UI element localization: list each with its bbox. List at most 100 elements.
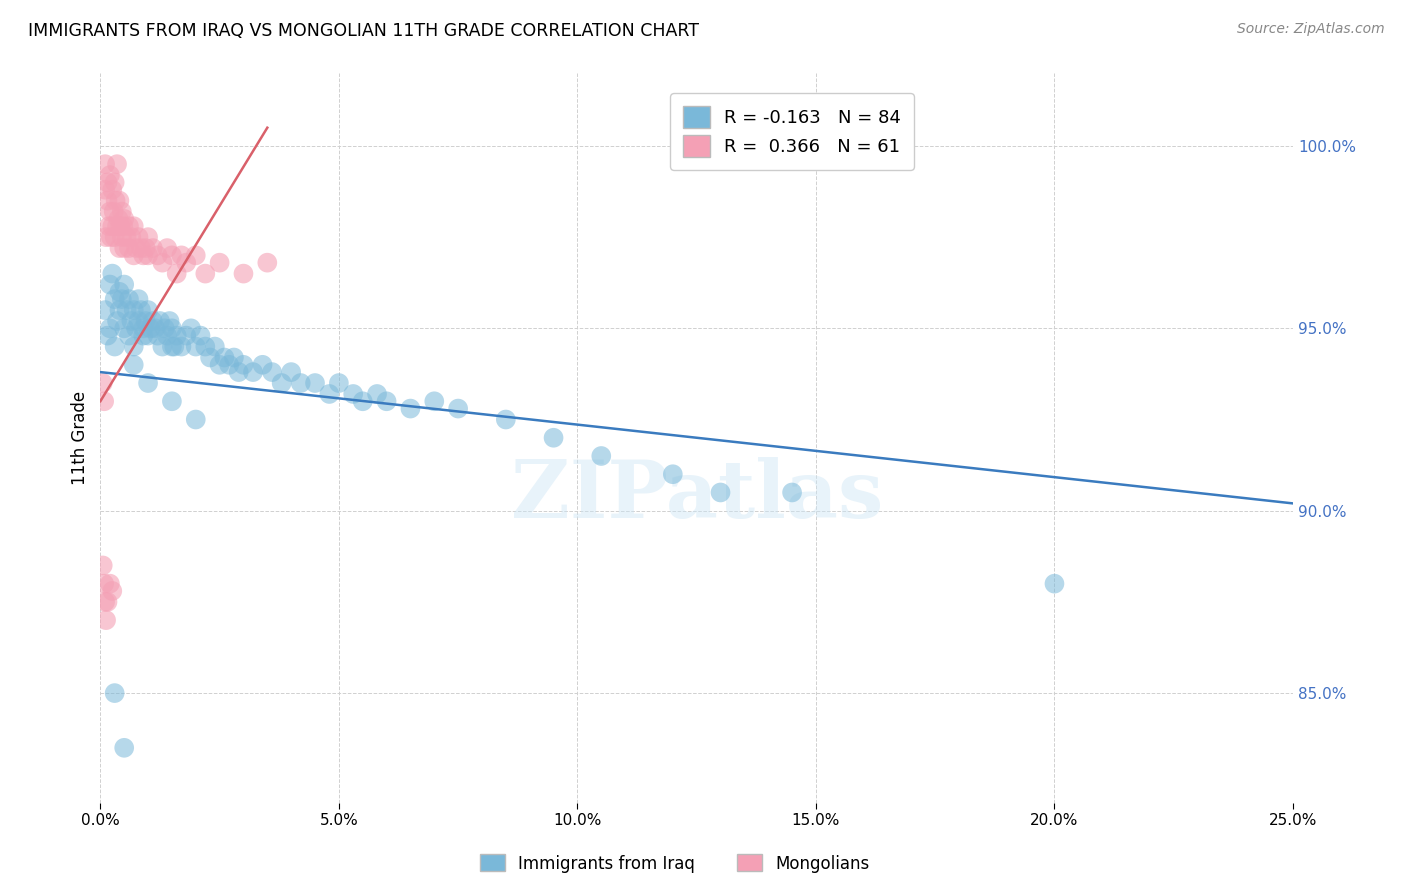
Point: [129, 241, 152, 255]
Point: [170, 340, 193, 354]
Point: [208, 358, 231, 372]
Point: [118, 219, 141, 234]
Point: [208, 255, 231, 269]
Point: [94, 230, 117, 244]
Point: [262, 365, 284, 379]
Point: [170, 248, 193, 262]
Point: [104, 230, 127, 244]
Point: [228, 365, 250, 379]
Point: [156, 241, 179, 255]
Point: [132, 321, 155, 335]
Point: [214, 351, 236, 365]
Point: [150, 255, 173, 269]
Point: [91, 376, 114, 390]
Point: [366, 387, 388, 401]
Point: [94, 303, 117, 318]
Point: [136, 230, 159, 244]
Point: [111, 204, 134, 219]
Point: [132, 328, 155, 343]
Point: [591, 449, 613, 463]
Point: [104, 686, 127, 700]
Point: [108, 303, 131, 318]
Point: [142, 241, 165, 255]
Point: [146, 328, 169, 343]
Point: [103, 204, 125, 219]
Point: [118, 292, 141, 306]
Point: [101, 584, 124, 599]
Point: [662, 467, 685, 482]
Point: [112, 219, 135, 234]
Point: [96, 595, 118, 609]
Point: [98, 321, 121, 335]
Point: [128, 292, 150, 306]
Point: [115, 230, 138, 244]
Point: [166, 267, 188, 281]
Point: [149, 314, 172, 328]
Point: [128, 230, 150, 244]
Point: [198, 351, 221, 365]
Point: [342, 387, 364, 401]
Point: [115, 303, 138, 318]
Point: [447, 401, 470, 416]
Point: [108, 241, 131, 255]
Point: [180, 321, 202, 335]
Point: [242, 365, 264, 379]
Point: [218, 358, 240, 372]
Point: [105, 157, 128, 171]
Point: [174, 255, 197, 269]
Point: [111, 230, 134, 244]
Point: [136, 328, 159, 343]
Point: [1043, 576, 1066, 591]
Point: [780, 485, 803, 500]
Point: [136, 303, 159, 318]
Point: [112, 277, 135, 292]
Point: [160, 248, 183, 262]
Point: [105, 219, 128, 234]
Point: [352, 394, 374, 409]
Point: [232, 358, 254, 372]
Text: IMMIGRANTS FROM IRAQ VS MONGOLIAN 11TH GRADE CORRELATION CHART: IMMIGRANTS FROM IRAQ VS MONGOLIAN 11TH G…: [28, 22, 699, 40]
Point: [160, 394, 183, 409]
Point: [156, 328, 179, 343]
Point: [112, 211, 135, 226]
Point: [128, 314, 150, 328]
Point: [125, 241, 148, 255]
Point: [91, 558, 114, 573]
Point: [194, 340, 217, 354]
Point: [108, 194, 131, 208]
Point: [94, 157, 117, 171]
Point: [252, 358, 274, 372]
Point: [122, 219, 145, 234]
Point: [100, 230, 122, 244]
Point: [136, 376, 159, 390]
Point: [122, 358, 145, 372]
Point: [146, 248, 169, 262]
Point: [222, 351, 245, 365]
Point: [135, 241, 157, 255]
Point: [93, 576, 115, 591]
Point: [139, 321, 162, 335]
Point: [543, 431, 565, 445]
Point: [143, 321, 166, 335]
Point: [98, 204, 121, 219]
Point: [256, 255, 278, 269]
Point: [150, 340, 173, 354]
Point: [122, 248, 145, 262]
Point: [101, 219, 124, 234]
Point: [110, 219, 132, 234]
Y-axis label: 11th Grade: 11th Grade: [72, 391, 89, 485]
Point: [136, 248, 159, 262]
Point: [105, 314, 128, 328]
Point: [125, 321, 148, 335]
Point: [709, 485, 731, 500]
Point: [132, 248, 155, 262]
Point: [101, 267, 124, 281]
Point: [174, 328, 197, 343]
Point: [160, 340, 183, 354]
Point: [232, 267, 254, 281]
Legend: R = -0.163   N = 84, R =  0.366   N = 61: R = -0.163 N = 84, R = 0.366 N = 61: [671, 93, 914, 169]
Point: [108, 285, 131, 299]
Point: [122, 303, 145, 318]
Point: [107, 211, 129, 226]
Point: [104, 175, 127, 189]
